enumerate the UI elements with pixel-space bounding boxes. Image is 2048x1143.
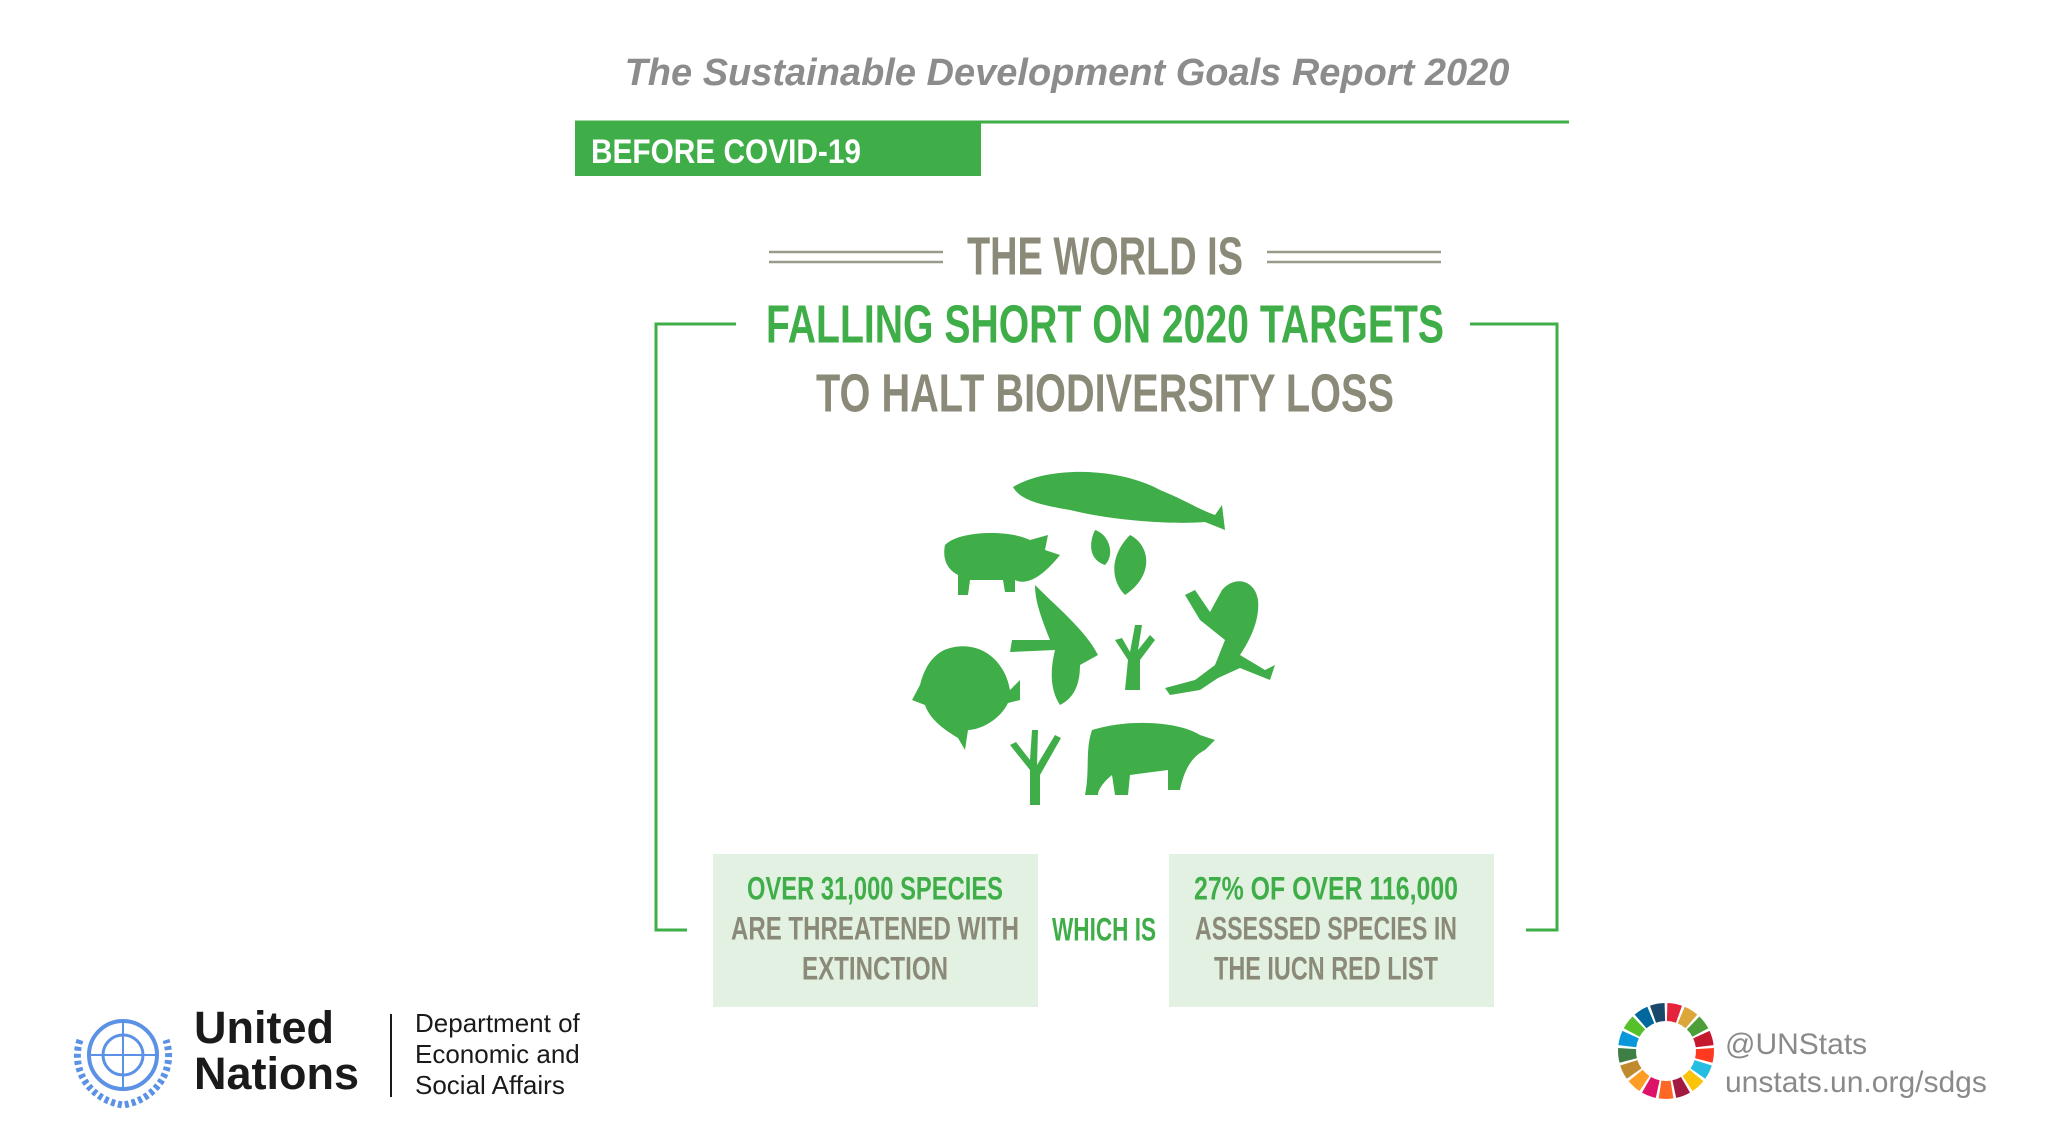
double-rules — [769, 250, 1441, 264]
headline-line: THE WORLD IS — [967, 226, 1243, 286]
wheel-segment — [1650, 1003, 1666, 1023]
sdg-wheel — [1618, 1003, 1714, 1099]
wheel-segment — [1690, 1060, 1712, 1079]
wheel-segment — [1634, 1006, 1655, 1029]
stat-text: OVER 31,000 SPECIES — [747, 870, 1003, 906]
wheel-segment — [1618, 1030, 1639, 1048]
wheel-segment — [1628, 1069, 1650, 1091]
bracket-right — [1470, 322, 1559, 932]
wheel-segment — [1620, 1060, 1642, 1079]
wheel-segment — [1686, 1016, 1709, 1037]
stat-text: ASSESSED SPECIES IN — [1195, 910, 1457, 946]
wheel-segment — [1695, 1048, 1714, 1063]
wheel-segment — [1618, 1048, 1637, 1063]
stat-text: ARE THREATENED WITH — [731, 910, 1019, 946]
wheel-segment — [1672, 1077, 1690, 1098]
social-url: unstats.un.org/sdgs — [1725, 1066, 1987, 1099]
stat-text: 27% OF OVER 116,000 — [1194, 870, 1458, 906]
wheel-segment — [1693, 1030, 1714, 1048]
headline-line: FALLING SHORT ON 2020 TARGETS — [766, 294, 1444, 354]
banner — [575, 123, 981, 176]
stat-box — [713, 854, 1038, 1007]
social-handle: @UNStats — [1725, 1028, 1867, 1061]
wheel-segment — [1623, 1016, 1646, 1037]
headline-line: TO HALT BIODIVERSITY LOSS — [816, 363, 1394, 423]
connector-text: WHICH IS — [1052, 911, 1156, 947]
department-text: Social Affairs — [415, 1070, 565, 1100]
report-title: The Sustainable Development Goals Report… — [625, 52, 1510, 94]
banner-label: BEFORE COVID-19 — [591, 133, 861, 171]
department-text: Department of — [415, 1008, 581, 1038]
species-illustration — [912, 471, 1275, 805]
wheel-segment — [1642, 1077, 1660, 1098]
wheel-segment — [1677, 1006, 1698, 1029]
wheel-segment — [1666, 1003, 1682, 1023]
stat-box — [1169, 854, 1494, 1007]
stat-text: THE IUCN RED LIST — [1214, 950, 1438, 986]
stat-text: EXTINCTION — [802, 950, 948, 986]
un-name: Nations — [194, 1048, 359, 1099]
bracket-left — [654, 322, 736, 932]
un-emblem — [73, 1019, 173, 1109]
wheel-segment — [1682, 1069, 1704, 1091]
wheel-segment — [1658, 1080, 1674, 1099]
department-text: Economic and — [415, 1039, 580, 1069]
un-name: United — [194, 1002, 334, 1053]
